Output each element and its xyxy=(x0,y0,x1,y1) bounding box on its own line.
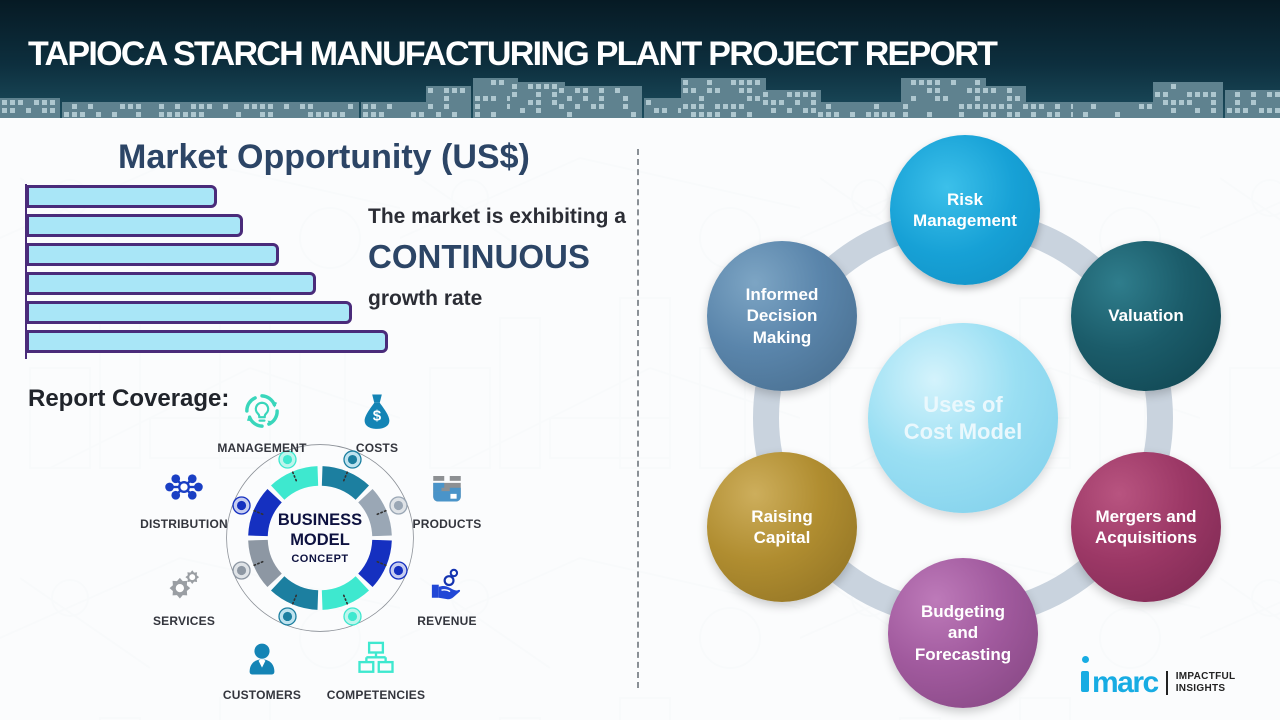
svg-text:$: $ xyxy=(373,408,382,425)
